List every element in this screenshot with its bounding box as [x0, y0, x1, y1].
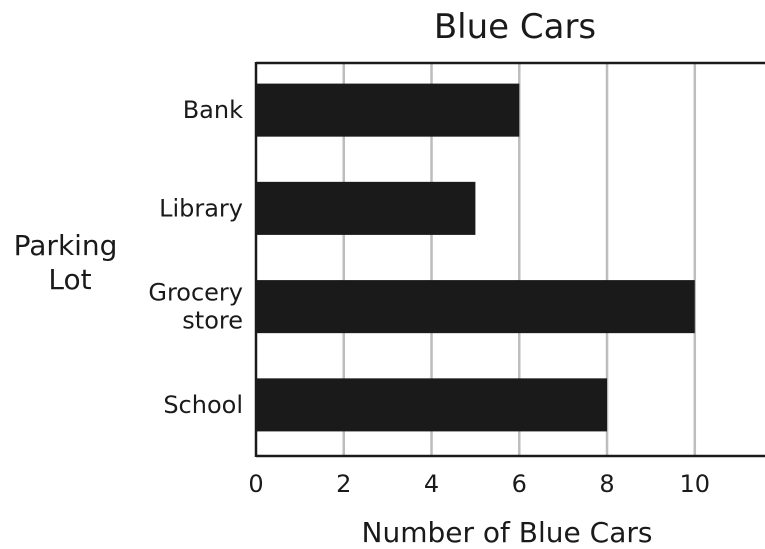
y-axis-title-line-2: Lot [48, 263, 91, 296]
bars [256, 83, 695, 432]
x-tick-label-4: 4 [424, 470, 439, 498]
category-label-line: School [163, 391, 243, 419]
category-label-line: Grocery [148, 279, 243, 307]
category-labels: Bank Library Grocery store School [148, 96, 243, 419]
chart-title: Blue Cars [434, 7, 596, 47]
x-tick-label-6: 6 [512, 470, 527, 498]
category-label-line: store [182, 307, 243, 335]
x-tick-labels: 0 2 4 6 8 10 [248, 470, 710, 498]
x-tick-label-2: 2 [336, 470, 351, 498]
x-tick-label-10: 10 [680, 470, 711, 498]
x-tick-label-8: 8 [599, 470, 614, 498]
bar-bank [256, 83, 520, 137]
bar-grocery-store [256, 280, 695, 334]
bar-school [256, 378, 608, 432]
x-tick-label-0: 0 [248, 470, 263, 498]
y-axis-title-line-1: Parking [14, 229, 118, 262]
category-label-line: Library [159, 194, 243, 222]
category-label-library: Library [159, 194, 243, 222]
y-axis-title: Parking Lot [14, 229, 127, 296]
x-axis-title: Number of Blue Cars [362, 516, 653, 549]
category-label-bank: Bank [183, 96, 243, 124]
bar-library [256, 181, 476, 235]
category-label-school: School [163, 391, 243, 419]
axes [254, 61, 765, 458]
category-label-line: Bank [183, 96, 243, 124]
category-label-grocery-store: Grocery store [148, 279, 243, 335]
